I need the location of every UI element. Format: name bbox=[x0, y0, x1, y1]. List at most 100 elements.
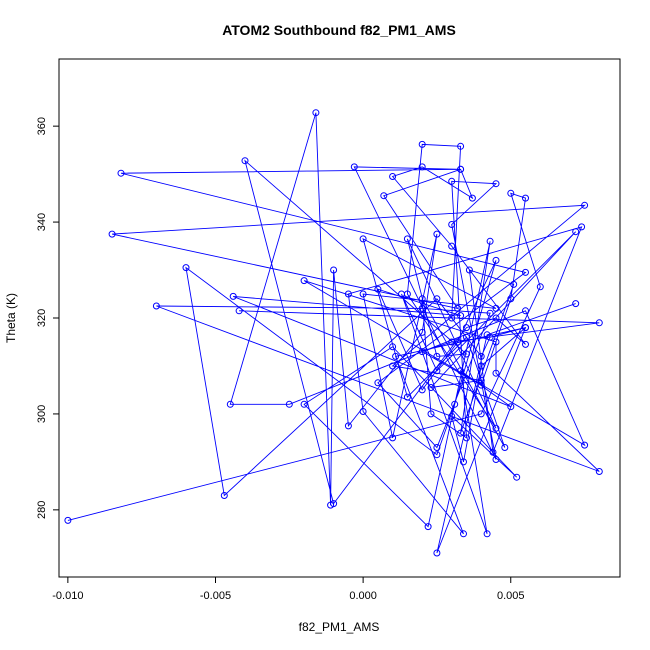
y-tick-label-2: 320 bbox=[36, 309, 48, 327]
data-point-81 bbox=[374, 285, 382, 293]
data-point-61 bbox=[433, 444, 441, 451]
data-point-82 bbox=[418, 386, 426, 394]
data-point-53 bbox=[581, 441, 589, 449]
data-point-29 bbox=[350, 163, 358, 171]
data-point-77 bbox=[457, 367, 465, 375]
data-point-109 bbox=[392, 352, 400, 360]
data-point-74 bbox=[433, 367, 441, 375]
data-point-100 bbox=[486, 237, 494, 245]
data-point-37 bbox=[501, 444, 509, 451]
data-point-17 bbox=[433, 352, 441, 360]
data-point-108 bbox=[460, 530, 467, 538]
data-point-12 bbox=[457, 142, 465, 150]
data-point-26 bbox=[418, 163, 426, 171]
data-point-18 bbox=[463, 350, 470, 358]
data-point-93 bbox=[477, 362, 485, 370]
series-layer bbox=[64, 109, 603, 557]
data-point-66 bbox=[380, 192, 388, 200]
data-point-96 bbox=[513, 473, 521, 481]
data-point-97 bbox=[389, 343, 397, 351]
data-point-0 bbox=[64, 516, 72, 524]
data-point-3 bbox=[507, 189, 515, 197]
data-point-41 bbox=[492, 304, 500, 312]
data-point-104 bbox=[489, 448, 497, 456]
data-point-70 bbox=[389, 362, 397, 370]
data-point-78 bbox=[507, 403, 515, 411]
data-point-60 bbox=[486, 309, 494, 317]
data-point-19 bbox=[241, 157, 249, 165]
data-point-1 bbox=[477, 410, 485, 418]
data-point-45 bbox=[418, 328, 426, 336]
data-point-73 bbox=[572, 228, 580, 236]
data-point-46 bbox=[344, 422, 352, 430]
data-point-32 bbox=[492, 180, 500, 188]
series-line bbox=[67, 112, 600, 554]
data-point-67 bbox=[454, 304, 462, 312]
data-point-55 bbox=[492, 338, 500, 346]
data-point-87 bbox=[182, 264, 190, 272]
data-point-15 bbox=[492, 424, 500, 432]
data-point-25 bbox=[389, 173, 397, 180]
data-point-57 bbox=[595, 468, 603, 475]
data-point-22 bbox=[492, 314, 500, 322]
data-point-89 bbox=[433, 295, 441, 303]
data-point-42 bbox=[359, 290, 367, 298]
x-tick-label-1: -0.005 bbox=[200, 590, 231, 602]
data-point-86 bbox=[433, 451, 441, 459]
data-point-51 bbox=[285, 400, 293, 408]
data-point-112 bbox=[483, 331, 491, 339]
data-point-111 bbox=[433, 549, 441, 557]
y-tick-label-0: 280 bbox=[36, 501, 48, 519]
data-point-88 bbox=[220, 492, 228, 499]
data-point-98 bbox=[300, 400, 308, 408]
data-point-99 bbox=[424, 523, 432, 531]
data-point-54 bbox=[300, 277, 308, 285]
data-point-90 bbox=[477, 352, 485, 360]
data-point-56 bbox=[492, 369, 500, 377]
data-point-71 bbox=[477, 376, 485, 384]
x-axis: -0.010 -0.005 0.000 0.005 bbox=[52, 576, 525, 602]
data-point-65 bbox=[457, 165, 465, 173]
data-point-31 bbox=[448, 221, 456, 228]
data-point-2 bbox=[536, 283, 544, 291]
data-point-105 bbox=[578, 223, 586, 231]
data-point-64 bbox=[117, 169, 125, 177]
data-point-34 bbox=[463, 434, 470, 442]
data-point-24 bbox=[448, 242, 456, 250]
data-point-52 bbox=[522, 307, 529, 315]
data-point-63 bbox=[522, 268, 529, 276]
data-point-7 bbox=[418, 348, 426, 356]
x-tick-label-2: 0.000 bbox=[349, 590, 377, 602]
y-axis-label: Theta (K) bbox=[4, 293, 18, 343]
data-point-49 bbox=[312, 109, 320, 117]
data-point-102 bbox=[510, 280, 518, 288]
chart-title: ATOM2 Southbound f82_PM1_AMS bbox=[222, 22, 456, 38]
data-point-101 bbox=[457, 429, 465, 437]
data-point-59 bbox=[418, 304, 426, 312]
data-point-110 bbox=[522, 324, 529, 332]
data-point-68 bbox=[108, 230, 116, 238]
data-point-83 bbox=[454, 338, 462, 346]
data-point-76 bbox=[483, 530, 491, 538]
data-point-75 bbox=[398, 290, 405, 298]
data-point-103 bbox=[465, 266, 473, 274]
data-point-23 bbox=[522, 340, 529, 348]
data-point-85 bbox=[451, 400, 459, 408]
data-point-48 bbox=[327, 501, 335, 509]
data-point-106 bbox=[344, 290, 352, 298]
y-tick-label-4: 360 bbox=[36, 117, 48, 135]
data-point-21 bbox=[463, 324, 470, 332]
data-point-69 bbox=[581, 201, 589, 209]
x-tick-label-0: -0.010 bbox=[52, 590, 83, 602]
data-point-38 bbox=[463, 333, 470, 341]
data-point-39 bbox=[403, 393, 411, 401]
data-point-44 bbox=[433, 230, 441, 238]
data-point-16 bbox=[403, 235, 411, 243]
data-point-94 bbox=[460, 458, 467, 466]
data-point-33 bbox=[448, 177, 456, 185]
y-axis: 280 300 320 340 360 bbox=[36, 117, 60, 519]
data-point-79 bbox=[229, 292, 237, 300]
data-point-9 bbox=[595, 319, 603, 327]
data-point-80 bbox=[457, 312, 465, 320]
